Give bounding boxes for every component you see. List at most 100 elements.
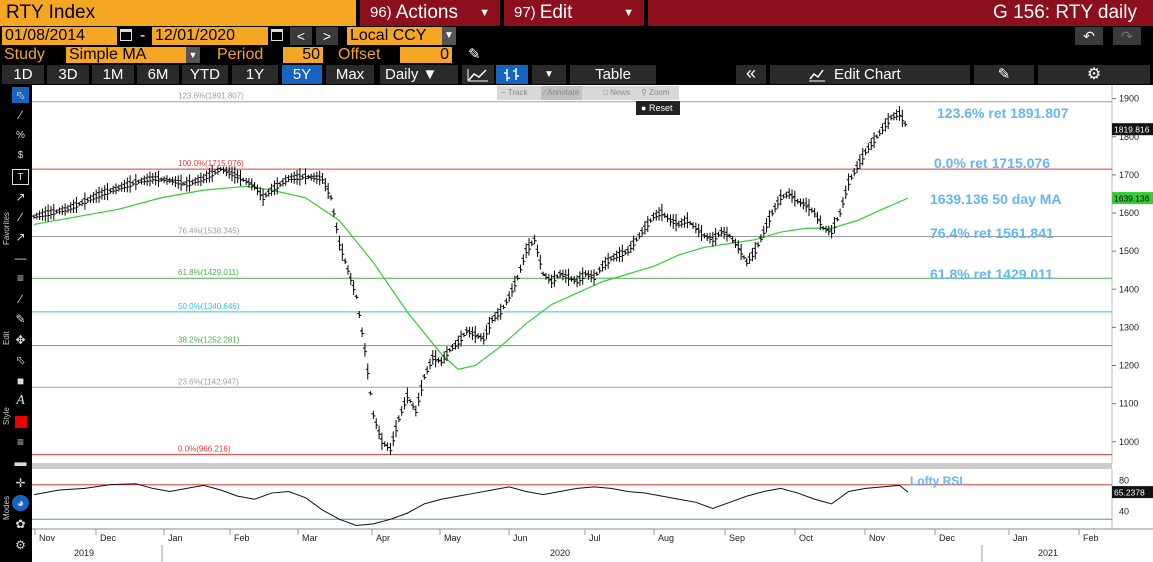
fib-label: 123.6%(1891.807)	[178, 92, 244, 101]
calendar-icon[interactable]	[120, 29, 132, 41]
magnet-icon[interactable]: ✛	[15, 476, 26, 490]
channel-icon[interactable]: ∕	[19, 210, 22, 224]
calendar-icon[interactable]	[271, 29, 283, 41]
chart-panel[interactable]: 123.6%(1891.807) 100.0%(1715.076) 76.4%(15…	[32, 85, 1153, 562]
snap-mode-icon[interactable]: ◕	[12, 495, 29, 511]
collapse-icon[interactable]: «	[736, 64, 766, 84]
chart-annotation: 61.8% ret 1429.011	[930, 266, 1053, 282]
chevron-down-icon[interactable]: ▼	[186, 47, 200, 63]
track-button[interactable]: − Track	[501, 88, 528, 97]
fib-label: 50.0%(1340.646)	[178, 302, 240, 311]
settings-cog-icon[interactable]: ⚙	[15, 538, 26, 552]
parallel-lines-icon[interactable]: ∕	[19, 292, 22, 306]
month-label: Sep	[729, 533, 745, 543]
redo-icon[interactable]: ↷	[1113, 27, 1141, 45]
period-button-3d[interactable]: 3D	[47, 65, 89, 84]
year-label: 2019	[74, 548, 94, 558]
chart-mode-menu: − Track ∕ Annotate □ News ⚲ Zoom	[497, 86, 679, 100]
gear-icon[interactable]: ⚙	[1038, 65, 1150, 84]
news-button[interactable]: □ News	[603, 88, 631, 97]
multicolor-icon[interactable]: ✿	[15, 517, 26, 531]
price-tick-label: 1600	[1119, 208, 1139, 218]
offset-label: Offset	[338, 46, 381, 63]
text-box-icon[interactable]: T	[12, 169, 29, 185]
month-label: Mar	[302, 533, 318, 543]
line-weight-icon[interactable]: ▬	[14, 455, 27, 469]
trash-icon[interactable]: ■	[16, 374, 25, 388]
title-bar: RTY Index 96) Actions ▼ 97) Edit ▼ G 156…	[0, 0, 1153, 26]
period-button-max[interactable]: Max	[326, 65, 374, 84]
study-label: Study	[4, 46, 45, 63]
month-label: Dec	[100, 533, 117, 543]
reset-button[interactable]: ● Reset	[636, 101, 680, 115]
fib-label: 76.4%(1538.345)	[178, 227, 240, 236]
start-date-field[interactable]: 01/08/2014	[2, 27, 117, 45]
move-icon[interactable]: ✥	[15, 333, 26, 347]
undo-icon[interactable]: ↶	[1075, 27, 1103, 45]
rsi-tick-label: 40	[1119, 507, 1129, 517]
edit-menu[interactable]: 97) Edit ▼	[504, 0, 644, 26]
cursor-icon[interactable]: ⬁	[12, 87, 29, 103]
rsi-badge	[1112, 486, 1153, 499]
pen-icon[interactable]: ✎	[468, 46, 481, 63]
ray-icon[interactable]: ↗	[15, 190, 26, 204]
study-bar: Study Simple MA ▼ Period 50 Offset 0 ✎	[0, 46, 1153, 64]
period-button-ytd[interactable]: YTD	[182, 65, 228, 84]
edit-section-label: Edit	[2, 331, 11, 345]
month-label: Jan	[1013, 533, 1028, 543]
period-label: Period	[217, 46, 264, 63]
edit-chart-label: Edit Chart	[834, 66, 901, 83]
ticker-field[interactable]: RTY Index	[0, 0, 356, 26]
date-range-bar: 01/08/2014 - 12/01/2020 < > Local CCY ▼ …	[0, 26, 1153, 46]
color-picker-icon[interactable]	[12, 413, 29, 429]
frequency-select[interactable]: Daily ▼	[380, 65, 458, 84]
trend-line-icon[interactable]: ∕	[19, 108, 22, 122]
bar-chart-icon[interactable]	[496, 65, 528, 84]
horizontal-line-icon[interactable]: —	[14, 251, 27, 265]
annotate-button[interactable]: ∕ Annotate	[541, 86, 583, 100]
line-chart-icon[interactable]	[462, 65, 494, 84]
chart-type-dropdown[interactable]: ▼	[532, 65, 566, 84]
actions-menu[interactable]: 96) Actions ▼	[360, 0, 500, 26]
next-period-button[interactable]: >	[316, 27, 338, 45]
period-button-5y[interactable]: 5Y	[282, 65, 322, 84]
fibonacci-icon[interactable]: ≡	[16, 271, 24, 285]
pencil-icon[interactable]: ✎	[15, 312, 26, 326]
period-button-1d[interactable]: 1D	[2, 65, 44, 84]
price-tick-label: 1700	[1119, 170, 1139, 180]
year-label: 2020	[550, 548, 570, 558]
month-label: Apr	[376, 533, 390, 543]
ma-price-value: 1639.136	[1114, 194, 1150, 204]
end-date-field[interactable]: 12/01/2020	[152, 27, 268, 45]
period-button-1y[interactable]: 1Y	[232, 65, 278, 84]
zoom-button[interactable]: ⚲ Zoom	[641, 88, 670, 97]
chevron-down-icon[interactable]: ▼	[442, 27, 456, 45]
select-cursor-icon[interactable]: ⬁	[15, 353, 26, 367]
percent-icon[interactable]: %	[16, 130, 25, 141]
font-icon[interactable]: A	[16, 393, 25, 408]
study-select[interactable]: Simple MA	[66, 47, 186, 63]
actions-shortcut: 96)	[370, 4, 392, 21]
offset-input[interactable]: 0	[400, 47, 452, 63]
chart-settings-icon	[808, 65, 826, 89]
year-label: 2021	[1038, 548, 1058, 558]
prev-period-button[interactable]: <	[290, 27, 312, 45]
edit-chart-button[interactable]: Edit Chart	[770, 65, 970, 84]
price-tick-label: 1900	[1119, 94, 1139, 104]
price-chart[interactable]: 123.6%(1891.807) 100.0%(1715.076) 76.4%(15…	[32, 85, 1153, 562]
draw-edit-icon[interactable]: ✎	[974, 65, 1034, 84]
period-button-6m[interactable]: 6M	[137, 65, 179, 84]
price-plot-area	[32, 85, 1112, 463]
fib-label: 38.2%(1252.281)	[178, 336, 240, 345]
month-label: Feb	[234, 533, 250, 543]
price-tick-label: 1100	[1119, 399, 1138, 409]
dollar-icon[interactable]: $	[17, 150, 24, 161]
currency-select[interactable]: Local CCY	[347, 27, 442, 45]
chart-annotation: 123.6% ret 1891.807	[937, 105, 1069, 121]
line-style-icon[interactable]: ≡	[16, 435, 24, 449]
period-button-1m[interactable]: 1M	[92, 65, 134, 84]
arrow-line-icon[interactable]: ↗	[15, 230, 26, 244]
period-input[interactable]: 50	[283, 47, 323, 63]
table-button[interactable]: Table	[570, 65, 656, 84]
chart-annotation: 1639.136 50 day MA	[930, 191, 1062, 207]
